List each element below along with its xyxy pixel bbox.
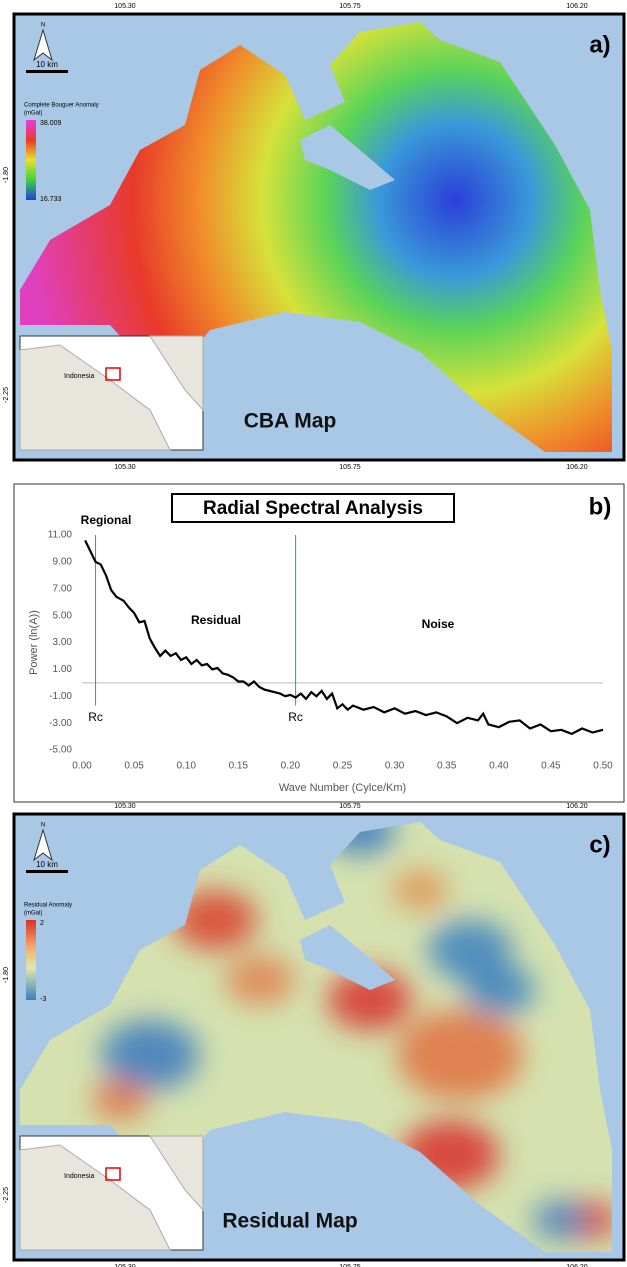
x-tick-label: 0.00 — [72, 761, 92, 772]
lon-label: 106.20 — [566, 3, 588, 10]
lon-label: 105.75 — [339, 3, 361, 10]
lon-label: 106.20 — [566, 464, 588, 471]
x-tick-label: 0.25 — [333, 761, 353, 772]
y-tick-label: 9.00 — [53, 557, 73, 568]
map-title: Residual Map — [222, 1210, 357, 1233]
scale-bar — [26, 870, 68, 873]
legend-min: -3 — [40, 996, 46, 1003]
panel-label: a) — [589, 31, 610, 58]
north-label: N — [41, 823, 45, 829]
x-axis-label: Wave Number (Cylce/Km) — [279, 782, 406, 794]
inset-label: Indonesia — [64, 373, 94, 380]
annotation: Regional — [81, 513, 132, 527]
y-tick-label: -1.00 — [49, 691, 72, 702]
figure: 105.30 105.30 105.75 105.75 106.20 106.20 -1.8… — [0, 0, 627, 1267]
x-tick-label: 0.40 — [489, 761, 509, 772]
legend-unit: (mGal) — [24, 111, 42, 117]
x-tick-label: 0.15 — [229, 761, 249, 772]
chart-title: Radial Spectral Analysis — [203, 498, 423, 519]
colorbar — [26, 120, 36, 200]
annotation: Rc — [88, 710, 103, 724]
north-label: N — [41, 23, 45, 29]
annotation: Rc — [288, 710, 303, 724]
lon-label: 105.30 — [114, 803, 136, 810]
lat-label: -2.25 — [3, 387, 10, 403]
legend-title: Residual Anomaly — [24, 903, 72, 909]
scale-bar — [26, 70, 68, 73]
y-tick-label: 7.00 — [53, 583, 73, 594]
lat-label: -1.80 — [3, 167, 10, 183]
y-tick-label: -5.00 — [49, 745, 72, 756]
lon-label: 105.30 — [114, 3, 136, 10]
x-tick-label: 0.35 — [437, 761, 457, 772]
panel-label: b) — [589, 493, 612, 520]
annotation: Residual — [191, 613, 241, 627]
colorbar — [26, 920, 36, 1000]
x-tick-label: 0.20 — [281, 761, 301, 772]
x-tick-label: 0.30 — [385, 761, 405, 772]
anomaly — [392, 870, 448, 910]
y-tick-label: 1.00 — [53, 664, 73, 675]
anomaly — [397, 1010, 523, 1100]
legend-min: 16.733 — [40, 196, 62, 203]
y-tick-label: 11.00 — [48, 530, 73, 541]
panel-label: c) — [589, 831, 610, 858]
anomaly — [101, 1020, 199, 1090]
chart-frame — [14, 484, 624, 802]
lon-label: 106.20 — [566, 803, 588, 810]
map-title: CBA Map — [244, 410, 337, 433]
anomaly — [225, 955, 295, 1005]
inset-label: Indonesia — [64, 1173, 94, 1180]
lat-label: -1.80 — [3, 967, 10, 983]
x-tick-label: 0.10 — [176, 761, 196, 772]
anomaly — [465, 965, 535, 1015]
lon-label: 105.75 — [339, 803, 361, 810]
scale-label: 10 km — [36, 60, 58, 69]
legend-max: 38.009 — [40, 120, 62, 127]
annotation: Noise — [422, 617, 455, 631]
lat-label: -2.25 — [3, 1187, 10, 1203]
legend-unit: (mGal) — [24, 911, 42, 917]
x-tick-label: 0.05 — [124, 761, 144, 772]
scale-label: 10 km — [36, 860, 58, 869]
y-tick-label: -3.00 — [49, 718, 72, 729]
anomaly — [532, 1200, 588, 1240]
x-tick-label: 0.50 — [593, 761, 613, 772]
lon-label: 105.30 — [114, 464, 136, 471]
lon-label: 105.75 — [339, 464, 361, 471]
legend-max: 2 — [40, 920, 44, 927]
x-tick-label: 0.45 — [541, 761, 561, 772]
anomaly — [92, 1080, 148, 1120]
legend-title: Complete Bouguer Anomaly — [24, 103, 99, 109]
y-axis-label: Power (ln(A)) — [28, 610, 40, 675]
y-tick-label: 3.00 — [53, 637, 73, 648]
y-tick-label: 5.00 — [53, 610, 73, 621]
